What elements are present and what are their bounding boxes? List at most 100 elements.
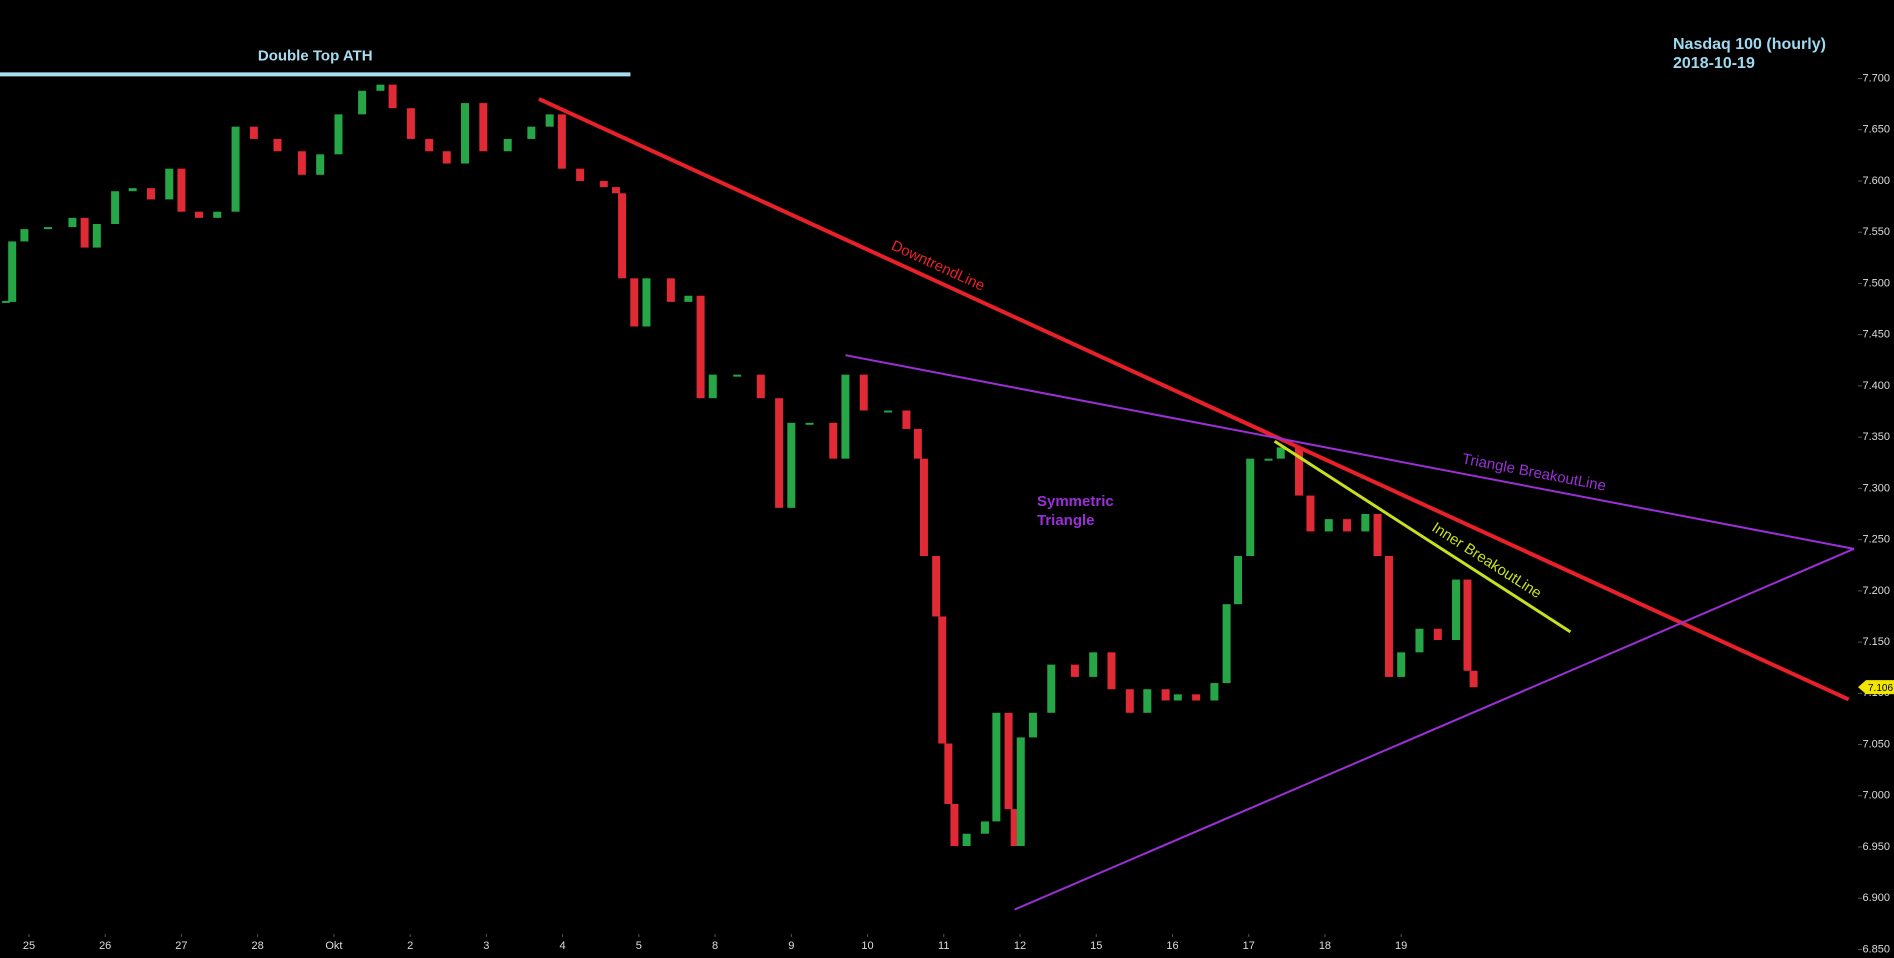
candle: [461, 103, 470, 164]
trend-line: [538, 97, 1850, 702]
x-tick-label: 8: [712, 940, 718, 952]
candle: [1004, 712, 1013, 810]
candle: [1373, 514, 1382, 557]
candle: [1469, 670, 1478, 688]
x-tick-label: 25: [23, 940, 35, 952]
candle: [231, 126, 240, 212]
candle: [1125, 689, 1134, 713]
chart-subtitle: 2018-10-19: [1673, 55, 1755, 72]
x-tick-label: 28: [252, 940, 264, 952]
x-tick-label: 12: [1014, 940, 1026, 952]
y-tick-label: 7.250: [1862, 534, 1890, 546]
candle: [630, 278, 639, 327]
x-tick-label: 9: [788, 940, 794, 952]
candle: [884, 410, 893, 413]
y-tick-label: 6.900: [1862, 892, 1890, 904]
candle: [388, 84, 397, 109]
candle: [1384, 556, 1393, 677]
candle: [1047, 664, 1056, 713]
x-tick-label: 15: [1090, 940, 1102, 952]
x-tick-label: 16: [1166, 940, 1178, 952]
candle: [249, 126, 258, 139]
candle: [557, 114, 566, 169]
candle: [1016, 737, 1025, 847]
candle: [805, 422, 814, 425]
x-tick-label: 10: [861, 940, 873, 952]
x-tick-label: 4: [560, 940, 566, 952]
candle: [962, 833, 971, 847]
last-price-label: 7.106: [1868, 683, 1893, 694]
candle: [1343, 519, 1352, 532]
candle: [1070, 664, 1079, 677]
candle: [756, 374, 765, 399]
candle: [80, 217, 89, 248]
candle: [932, 556, 941, 617]
candle: [1107, 652, 1116, 690]
candle: [708, 374, 717, 399]
candle: [1295, 447, 1304, 496]
candle: [950, 803, 959, 847]
candle: [8, 241, 17, 302]
candle: [980, 821, 989, 834]
trend-line: [845, 354, 1855, 550]
candle: [576, 168, 585, 181]
candle: [1264, 458, 1273, 461]
x-tick-label: 18: [1319, 940, 1331, 952]
candle: [919, 458, 928, 557]
candle: [406, 108, 415, 139]
candle: [1143, 689, 1152, 713]
x-tick-label: 26: [99, 940, 111, 952]
pattern-label: Triangle: [1037, 512, 1095, 529]
candle: [527, 126, 536, 139]
x-tick-label: 2: [407, 940, 413, 952]
candle: [599, 180, 608, 188]
candle: [44, 227, 53, 230]
candle: [841, 374, 850, 459]
x-tick-label: 11: [938, 940, 949, 952]
candle: [1234, 556, 1243, 605]
x-tick-label: Okt: [325, 940, 342, 952]
y-tick-label: 7.300: [1862, 482, 1890, 494]
x-tick-label: 19: [1395, 940, 1407, 952]
candle: [902, 410, 911, 429]
y-tick-label: 7.150: [1862, 636, 1890, 648]
candle: [944, 743, 953, 804]
y-tick-label: 7.050: [1862, 738, 1890, 750]
candle: [611, 187, 620, 194]
y-tick-label: 7.450: [1862, 329, 1890, 341]
candle: [618, 193, 627, 279]
candle: [666, 278, 675, 302]
candle: [334, 114, 343, 155]
candle: [425, 138, 434, 152]
y-tick-label: 6.950: [1862, 841, 1890, 853]
y-tick-label: 7.700: [1862, 72, 1890, 84]
y-tick-label: 6.850: [1862, 943, 1890, 955]
triangle-lower-line: [1014, 547, 1855, 911]
x-tick-label: 5: [636, 940, 642, 952]
candle: [992, 712, 1001, 822]
candle: [1089, 652, 1098, 677]
candle: [146, 188, 155, 200]
y-tick-label: 7.000: [1862, 790, 1890, 802]
candle: [273, 138, 282, 152]
x-tick-label: 27: [175, 940, 187, 952]
candle: [1433, 628, 1442, 641]
candle: [20, 229, 29, 242]
candle: [1010, 809, 1019, 847]
last-price-marker: [1858, 680, 1894, 695]
candle: [938, 616, 947, 744]
candle: [1276, 447, 1285, 459]
y-tick-label: 7.600: [1862, 175, 1890, 187]
candle: [1222, 604, 1231, 684]
candle: [1028, 712, 1037, 738]
candle: [1361, 514, 1370, 532]
candle: [376, 84, 385, 91]
candle: [1397, 652, 1406, 677]
candle: [1246, 458, 1255, 557]
y-tick-label: 7.500: [1862, 277, 1890, 289]
y-tick-label: 7.350: [1862, 431, 1890, 443]
y-tick-label: 7.550: [1862, 226, 1890, 238]
candle: [1210, 683, 1219, 701]
